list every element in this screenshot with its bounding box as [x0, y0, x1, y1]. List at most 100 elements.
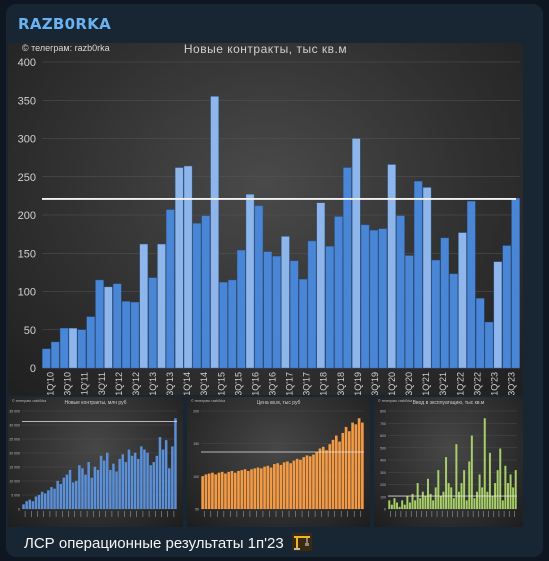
construction-crane-icon — [291, 533, 312, 555]
bar — [452, 498, 455, 509]
thumbnail-contracts-rub[interactable]: 0 5 000 10 000 15 000 20 000 25 000 30 000 35 0… — [8, 397, 183, 527]
x-tick-label: 1Q'20 — [387, 372, 397, 395]
bar — [130, 302, 140, 369]
bar — [224, 473, 227, 509]
bar — [442, 491, 445, 509]
bar — [214, 474, 217, 509]
bar — [37, 494, 41, 509]
bar — [22, 504, 25, 509]
bar — [512, 487, 515, 509]
post-caption: ЛСР операционные результаты 1п'23 — [24, 533, 312, 555]
bar — [295, 458, 299, 509]
y-tick-label: 600 — [380, 434, 386, 438]
bar — [71, 482, 75, 509]
bar — [483, 418, 486, 509]
bar — [422, 187, 432, 369]
channel-name[interactable]: RAZB0RKA — [18, 15, 112, 33]
thumbnail-chart: 0 5 000 10 000 15 000 20 000 25 000 30 000 35 0… — [9, 410, 177, 517]
bar — [201, 476, 204, 509]
bar — [431, 259, 441, 369]
bar — [75, 480, 78, 509]
thumbnail-title: Новые контракты, млн руб — [64, 400, 127, 406]
bar — [263, 251, 272, 369]
bar — [130, 455, 134, 509]
bar — [211, 472, 214, 509]
x-tick-label: 1Q'19 — [353, 372, 363, 395]
bar — [290, 260, 299, 369]
bar — [140, 446, 143, 509]
chart-title: Новые контракты, тыс кв.м — [183, 42, 348, 56]
bar — [286, 461, 289, 509]
bar — [408, 502, 411, 509]
bar — [44, 493, 47, 509]
bar — [127, 449, 131, 509]
y-tick-label: 150 — [18, 248, 36, 260]
x-tick-label: 1Q'17 — [285, 372, 295, 395]
bar — [325, 246, 334, 369]
bar — [113, 283, 122, 369]
bar — [308, 456, 312, 509]
bar — [468, 461, 471, 509]
x-tick-label: 1Q'10 — [46, 372, 56, 395]
y-tick-label: 800 — [380, 410, 386, 414]
bar — [166, 209, 175, 369]
bar — [143, 449, 146, 509]
bar — [390, 504, 393, 509]
bar — [201, 215, 210, 369]
bar — [312, 454, 315, 509]
x-tick-label: 1Q'14 — [182, 372, 192, 395]
y-tick-label: 35 000 — [9, 410, 20, 414]
bar — [484, 321, 494, 369]
bar — [50, 487, 53, 509]
x-tick-label: 3Q'11 — [97, 372, 107, 395]
main-chart-photo[interactable]: 0 50 100 150 200 250 300 350 400 1Q'10 3Q'10 1Q'11 3… — [8, 42, 523, 395]
bar — [148, 277, 157, 369]
bar — [254, 205, 264, 369]
bar — [343, 167, 352, 369]
x-tick-label: 1Q'22 — [455, 372, 465, 395]
bar — [112, 463, 115, 509]
bar — [62, 477, 66, 509]
bar — [465, 500, 468, 509]
bar — [352, 138, 361, 369]
bar — [174, 167, 184, 369]
bar — [491, 496, 494, 509]
bar — [292, 460, 296, 509]
bar — [429, 493, 432, 509]
bar — [230, 470, 234, 509]
bar — [236, 249, 246, 369]
bar — [414, 500, 417, 509]
bar — [269, 467, 273, 509]
bar — [93, 466, 97, 509]
bar — [84, 474, 87, 509]
bar — [289, 463, 292, 509]
bar — [149, 465, 152, 509]
bar — [81, 468, 84, 509]
bar — [341, 432, 345, 509]
bar — [378, 228, 388, 369]
bar — [86, 316, 95, 369]
thumbnail-price-sqm[interactable]: 50 100 150 200 © телеграм: razb0rka Цена кв… — [187, 397, 370, 527]
bar — [59, 483, 62, 509]
y-tick-label: 0 — [384, 508, 386, 512]
bar — [31, 501, 35, 509]
bar — [192, 223, 202, 369]
bar — [174, 418, 177, 509]
bar — [152, 462, 155, 509]
bar — [486, 491, 489, 509]
bar — [299, 459, 302, 509]
bar — [118, 458, 121, 509]
bar — [334, 435, 338, 509]
bar — [281, 236, 290, 369]
bar — [68, 328, 78, 369]
thumbnail-commissioning[interactable]: 0 100 200 300 400 500 600 700 800 © телеграм: ra… — [374, 397, 523, 527]
channel-post: RAZB0RKA 0 50 100 150 200 250 300 350 400 1Q'10 3Q… — [6, 4, 543, 557]
thumbnail-title: Ввод в эксплуатацию, тыс кв.м — [412, 400, 485, 406]
y-tick-label: 15 000 — [9, 466, 20, 470]
x-tick-label: 3Q'23 — [506, 372, 516, 395]
x-tick-label: 3Q'13 — [165, 372, 175, 395]
bar — [273, 464, 276, 509]
bar — [496, 470, 499, 509]
bar — [302, 457, 306, 509]
bar — [467, 201, 476, 369]
